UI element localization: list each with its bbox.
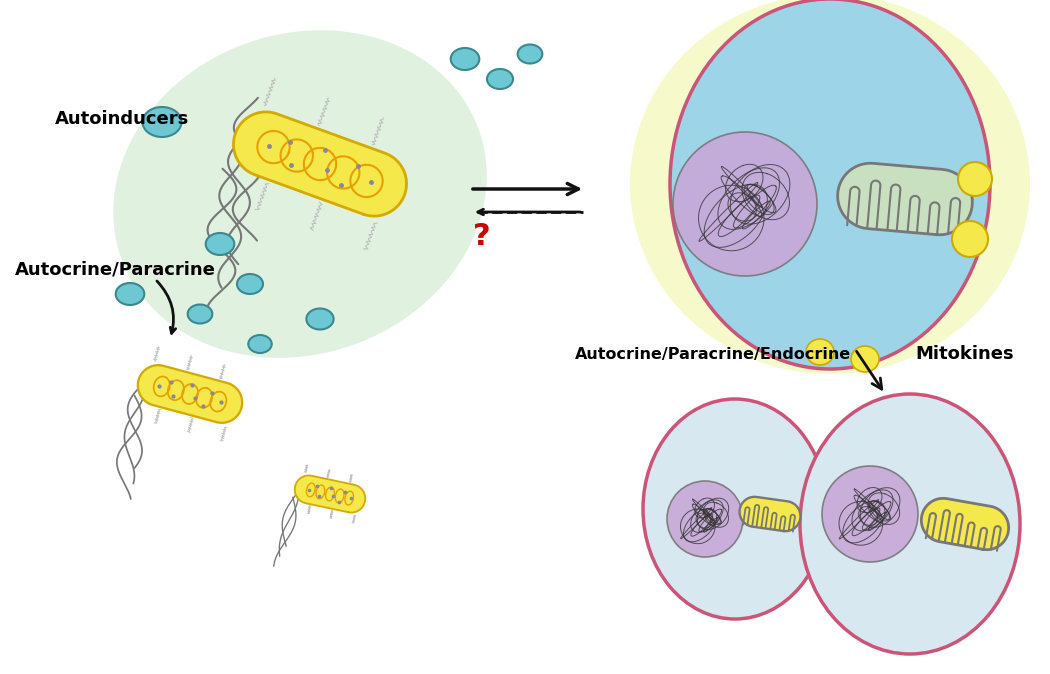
Text: ?: ? [474,222,490,251]
Ellipse shape [487,69,513,89]
Ellipse shape [518,44,543,63]
Ellipse shape [143,107,182,137]
Ellipse shape [206,233,234,255]
Ellipse shape [113,30,487,358]
Ellipse shape [952,221,988,257]
Ellipse shape [670,0,990,369]
Text: Autocrine/Paracrine/Endocrine: Autocrine/Paracrine/Endocrine [575,346,852,361]
Ellipse shape [822,466,918,562]
Ellipse shape [850,346,879,372]
Polygon shape [921,498,1009,550]
Ellipse shape [450,48,479,70]
Ellipse shape [643,399,827,619]
Ellipse shape [800,394,1020,654]
Ellipse shape [237,274,262,294]
Text: Autoinducers: Autoinducers [55,110,189,128]
Polygon shape [233,112,406,216]
Ellipse shape [307,309,334,330]
Polygon shape [138,365,243,423]
Polygon shape [295,475,365,512]
Ellipse shape [673,132,817,276]
Ellipse shape [116,283,144,305]
Text: Autocrine/Paracrine: Autocrine/Paracrine [15,260,216,278]
Ellipse shape [630,0,1030,374]
Ellipse shape [667,481,743,557]
Ellipse shape [188,305,212,324]
Text: Mitokines: Mitokines [915,345,1013,363]
Ellipse shape [958,162,992,196]
Ellipse shape [248,335,272,353]
Polygon shape [739,497,800,531]
Ellipse shape [806,339,834,365]
Polygon shape [838,163,972,235]
